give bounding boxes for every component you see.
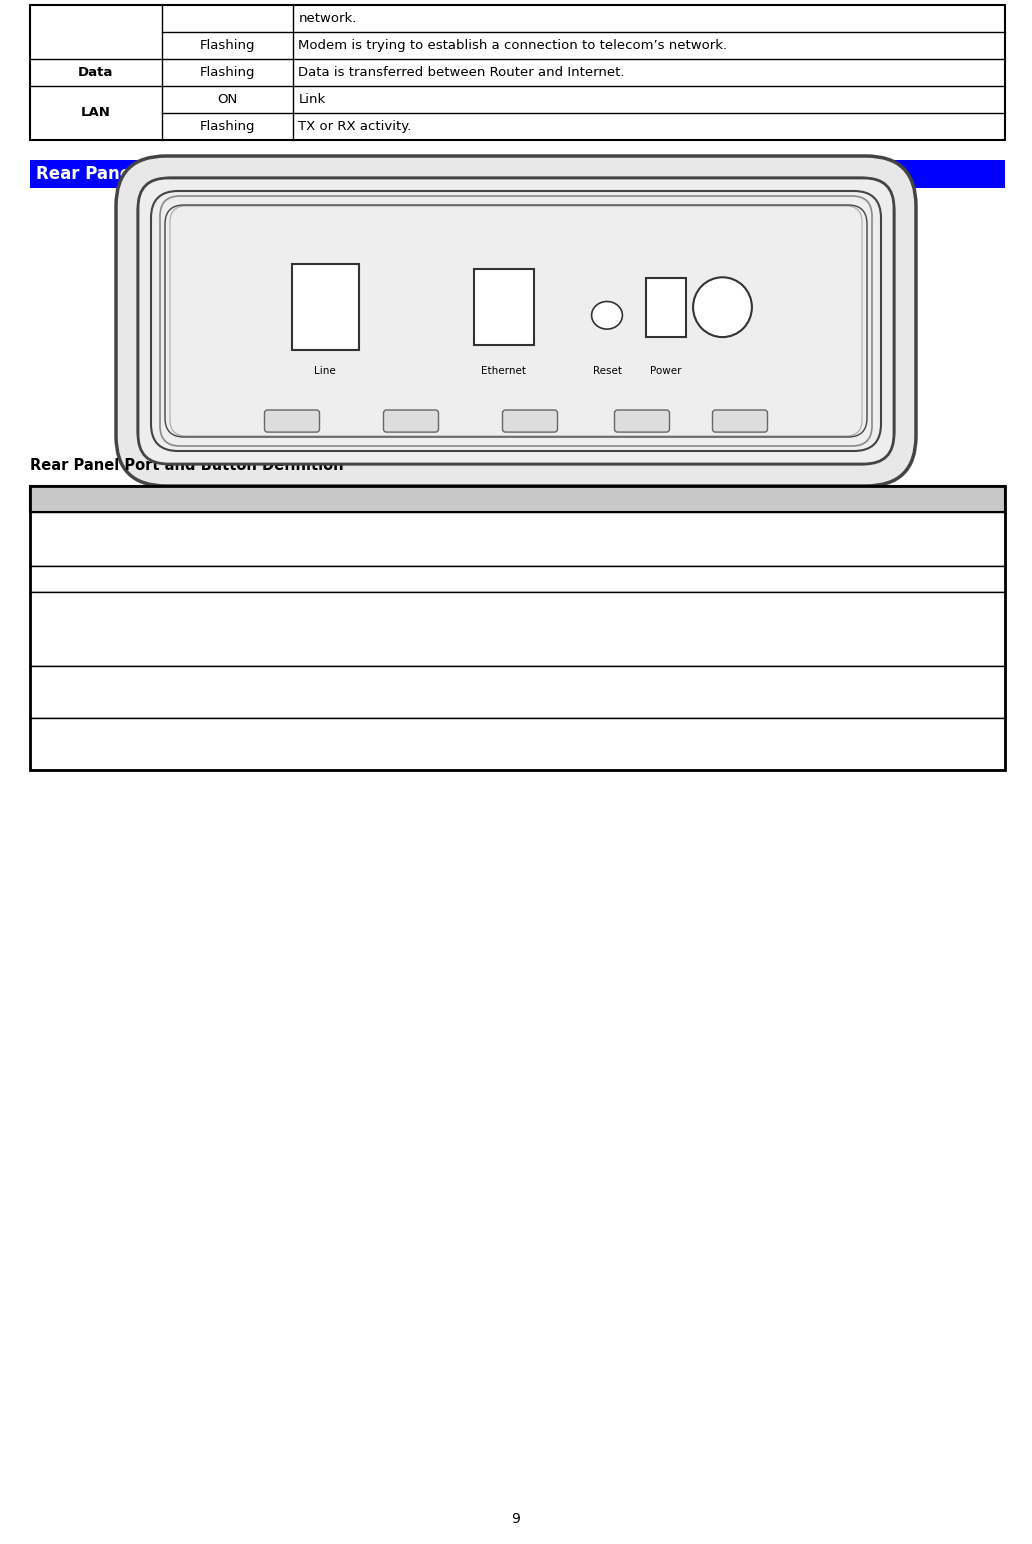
- Ellipse shape: [591, 301, 622, 329]
- Bar: [30, 5, 1005, 141]
- Text: Flashing: Flashing: [199, 120, 255, 133]
- Text: Reset: Reset: [64, 622, 106, 636]
- Ellipse shape: [694, 278, 752, 337]
- FancyBboxPatch shape: [264, 411, 320, 432]
- FancyBboxPatch shape: [614, 411, 670, 432]
- Bar: [645, 278, 686, 337]
- Text: Flashing: Flashing: [199, 66, 255, 79]
- Text: TX or RX activity.: TX or RX activity.: [298, 120, 412, 133]
- FancyBboxPatch shape: [138, 178, 894, 465]
- Text: Router is successfully connected to a device through the Ethernet port. If the
L: Router is successfully connected to a de…: [146, 676, 669, 707]
- Text: LAN: LAN: [80, 107, 110, 119]
- Text: Line: Line: [69, 738, 101, 750]
- Text: The power button is for turn on or turns off the router.: The power button is for turn on or turns…: [146, 533, 507, 545]
- Text: Power: Power: [650, 366, 681, 375]
- Text: Data is transferred between Router and Internet.: Data is transferred between Router and I…: [298, 66, 624, 79]
- Text: Line: Line: [315, 366, 336, 375]
- Text: network.: network.: [298, 12, 357, 25]
- Text: Link: Link: [298, 93, 325, 107]
- Bar: [30, 591, 1005, 665]
- Text: Rear Panel: Rear Panel: [36, 165, 137, 184]
- Text: Modem is trying to establish a connection to telecom’s network.: Modem is trying to establish a connectio…: [298, 39, 728, 52]
- Bar: [864, 293, 874, 321]
- Text: Flashing: Flashing: [199, 39, 255, 52]
- Text: The RJ-11 connector allows data communication between the modem and the
ADSL net: The RJ-11 connector allows data communic…: [146, 729, 666, 760]
- Bar: [30, 513, 1005, 567]
- Text: Description: Description: [529, 493, 615, 505]
- Text: Data: Data: [78, 66, 114, 79]
- FancyBboxPatch shape: [384, 411, 439, 432]
- Bar: [30, 567, 1005, 591]
- Text: Connector: Connector: [46, 493, 123, 505]
- Bar: [292, 264, 358, 350]
- Bar: [158, 293, 168, 321]
- FancyBboxPatch shape: [116, 156, 916, 486]
- Text: ON: ON: [218, 93, 237, 107]
- Text: Ethernet: Ethernet: [481, 366, 526, 375]
- Text: Rear Panel Port and Button Definition: Rear Panel Port and Button Definition: [30, 459, 344, 472]
- Text: The reset button can restore the default settings of device. To restore factory
: The reset button can restore the default…: [146, 605, 662, 653]
- FancyBboxPatch shape: [712, 411, 768, 432]
- Text: Ethernet: Ethernet: [53, 686, 118, 698]
- Text: Power connector with 10V DC 1.0 A: Power connector with 10V DC 1.0 A: [146, 573, 382, 585]
- Bar: [474, 269, 534, 346]
- FancyBboxPatch shape: [503, 411, 557, 432]
- Text: 9: 9: [512, 1512, 520, 1525]
- Text: POWER
Button: POWER Button: [58, 525, 112, 553]
- Bar: [30, 161, 1005, 188]
- Bar: [30, 665, 1005, 718]
- Text: Power: Power: [62, 573, 108, 585]
- Bar: [30, 486, 1005, 513]
- Text: Reset: Reset: [592, 366, 621, 375]
- Bar: [30, 486, 1005, 770]
- Bar: [30, 718, 1005, 770]
